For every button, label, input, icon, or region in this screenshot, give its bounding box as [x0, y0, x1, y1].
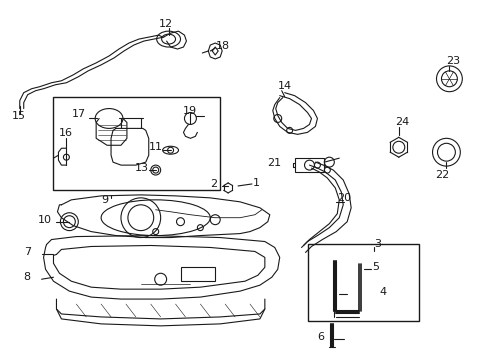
Text: 2: 2 — [210, 179, 218, 189]
Text: 24: 24 — [395, 117, 409, 127]
Text: 4: 4 — [379, 287, 386, 297]
Text: 11: 11 — [149, 142, 163, 152]
Bar — [180, 267, 215, 281]
Text: 10: 10 — [38, 215, 51, 225]
Text: 13: 13 — [135, 163, 149, 173]
Text: 6: 6 — [318, 332, 324, 342]
Bar — [308, 243, 418, 321]
Text: 21: 21 — [268, 158, 282, 168]
Bar — [294, 158, 324, 172]
Text: 18: 18 — [216, 41, 230, 51]
Text: 8: 8 — [24, 272, 31, 282]
Text: 16: 16 — [58, 129, 73, 138]
Text: 23: 23 — [446, 56, 461, 66]
Text: 19: 19 — [182, 105, 196, 116]
Text: 20: 20 — [337, 193, 351, 203]
Text: 1: 1 — [253, 178, 260, 188]
Text: 15: 15 — [12, 111, 26, 121]
Text: 5: 5 — [372, 262, 379, 272]
Text: 17: 17 — [72, 108, 85, 118]
Text: 3: 3 — [374, 239, 381, 248]
Text: 14: 14 — [278, 81, 292, 91]
Bar — [53, 96, 220, 190]
Text: 22: 22 — [436, 170, 450, 180]
Text: 12: 12 — [159, 19, 173, 29]
Text: 7: 7 — [24, 247, 31, 257]
Text: 9: 9 — [101, 195, 108, 205]
